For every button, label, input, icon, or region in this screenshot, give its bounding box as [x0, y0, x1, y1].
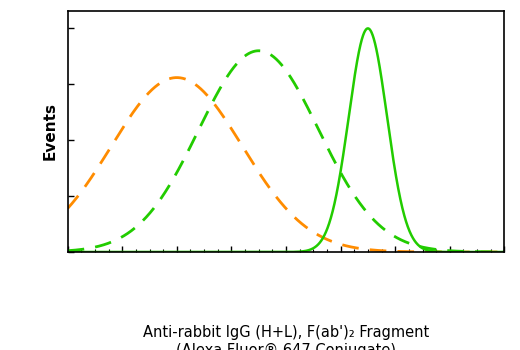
Y-axis label: Events: Events	[42, 102, 57, 160]
Text: Anti-rabbit IgG (H+L), F(ab')₂ Fragment
(Alexa Fluor® 647 Conjugate): Anti-rabbit IgG (H+L), F(ab')₂ Fragment …	[143, 326, 429, 350]
